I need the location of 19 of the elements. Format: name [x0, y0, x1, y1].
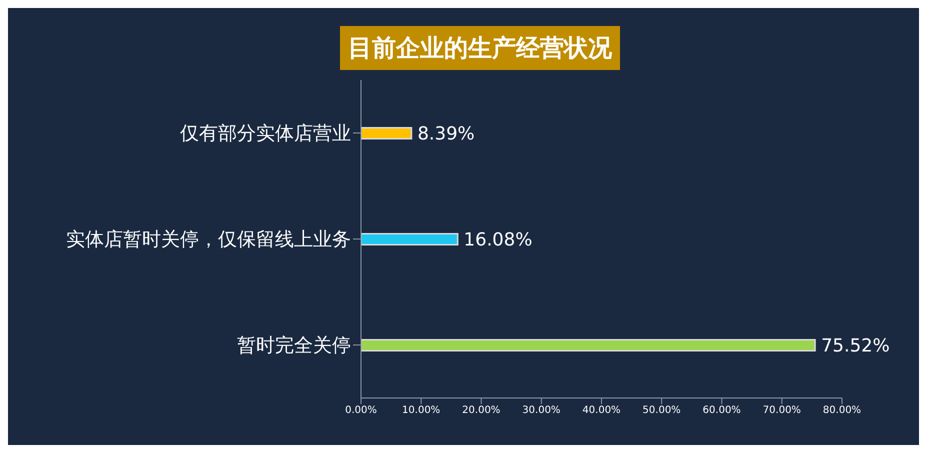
chart-title: 目前企业的生产经营状况	[340, 26, 620, 70]
x-tick-label: 80.00%	[822, 405, 862, 416]
x-tick-label: 20.00%	[462, 405, 500, 416]
x-tick-label: 50.00%	[642, 405, 681, 416]
data-label: 8.39%	[417, 124, 475, 145]
x-tick-label: 0.00%	[345, 405, 377, 416]
bar	[361, 126, 412, 140]
data-label: 16.08%	[464, 230, 532, 251]
x-tick-label: 60.00%	[702, 405, 741, 416]
x-tick-label: 40.00%	[582, 405, 621, 416]
x-tick-label: 70.00%	[762, 405, 801, 416]
bar	[361, 232, 458, 246]
bar	[361, 338, 816, 352]
x-tick-label: 10.00%	[402, 405, 440, 416]
y-tick-label: 暂时完全关停	[237, 334, 351, 357]
y-tick-label: 实体店暂时关停，仅保留线上业务	[66, 228, 351, 251]
x-tick-label: 30.00%	[522, 405, 560, 416]
data-label: 75.52%	[821, 336, 890, 357]
y-tick-label: 仅有部分实体店营业	[180, 122, 351, 145]
